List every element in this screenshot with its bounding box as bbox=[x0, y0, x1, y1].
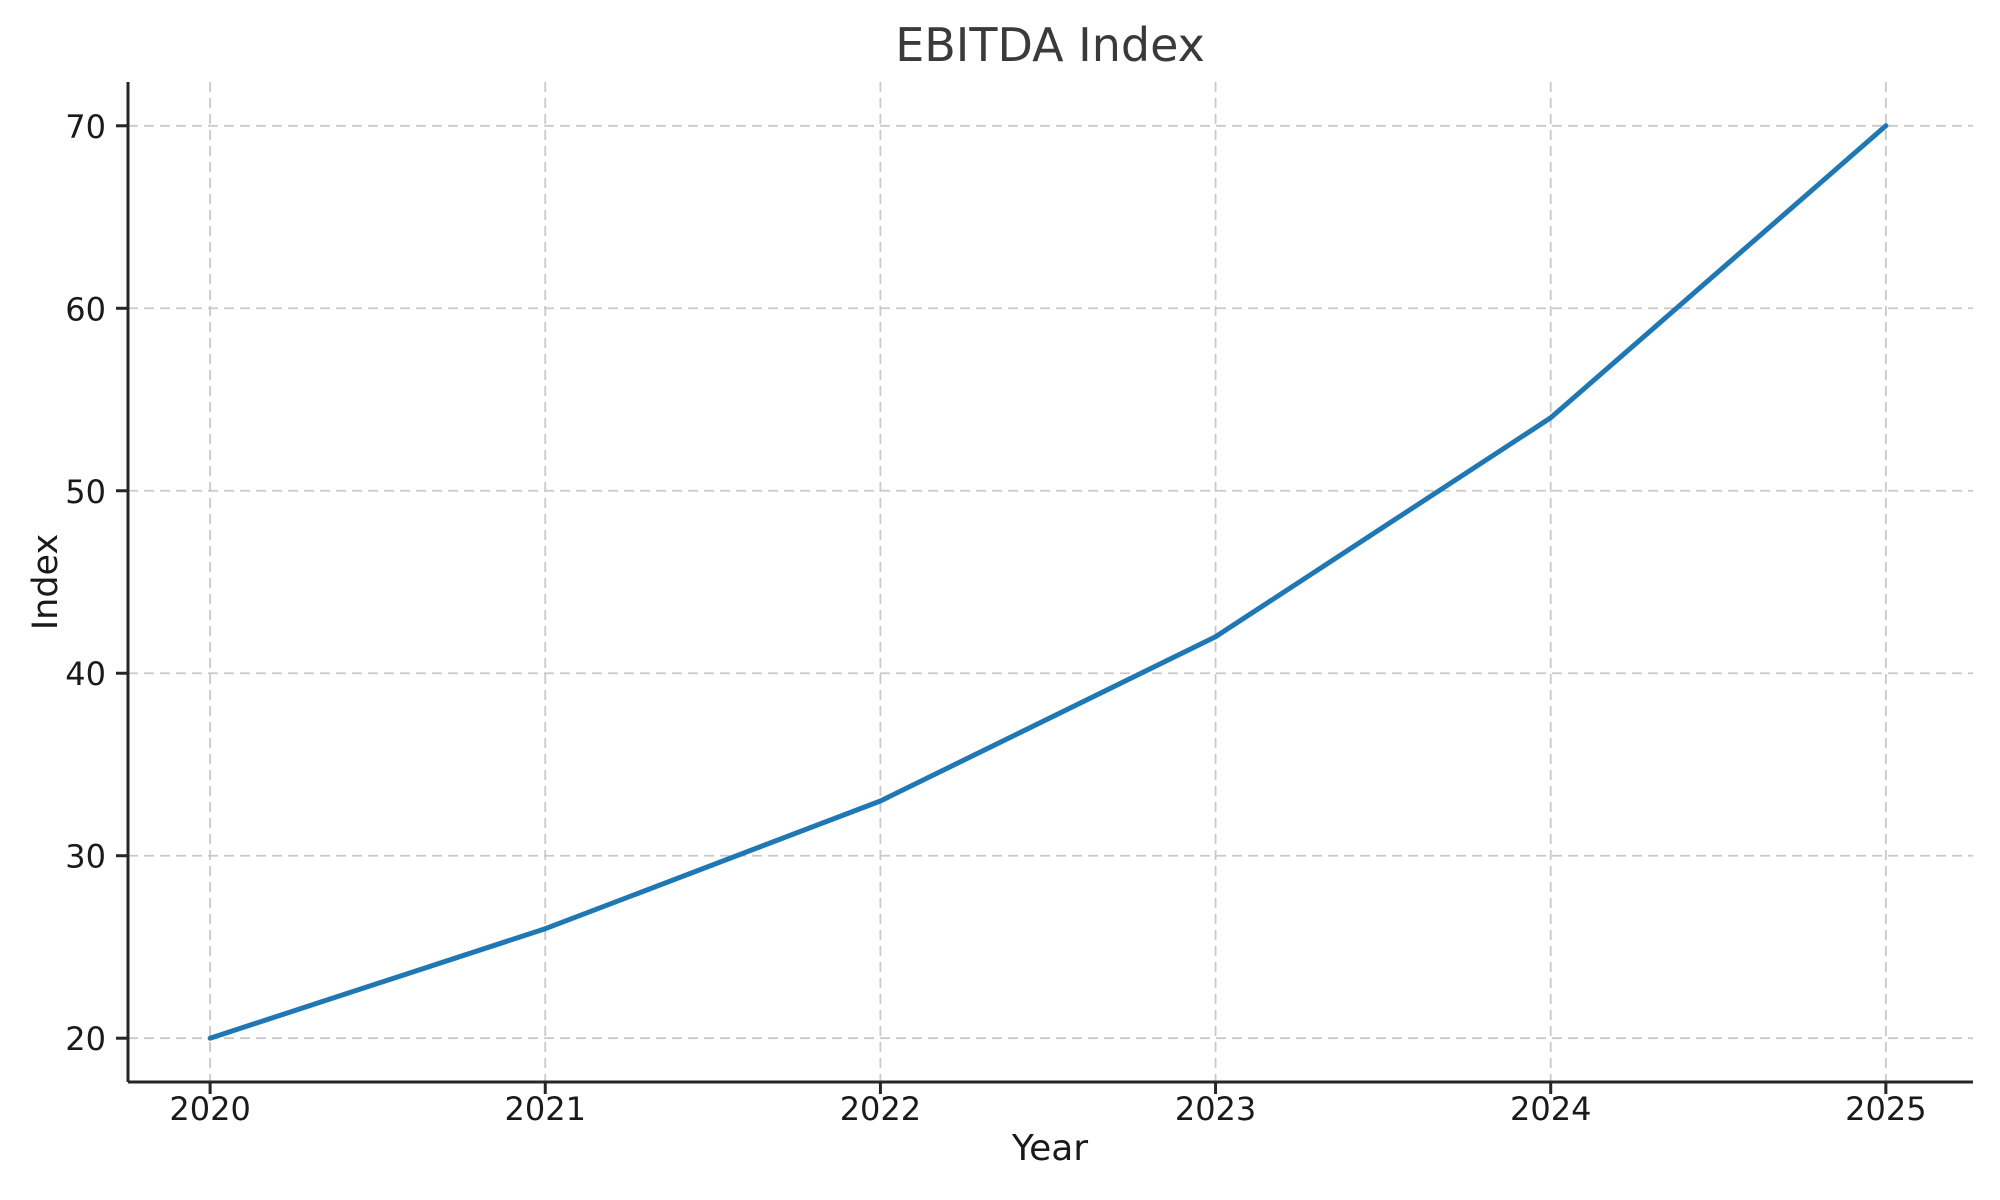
series-line-ebitda-index bbox=[207, 123, 1889, 1041]
y-tick-label: 50 bbox=[65, 473, 106, 511]
y-tick-label: 40 bbox=[65, 655, 106, 693]
x-tick-label: 2022 bbox=[840, 1090, 921, 1128]
x-axis-label: Year bbox=[1011, 1128, 1089, 1169]
x-tick-label: 2024 bbox=[1510, 1090, 1591, 1128]
x-tick-label: 2021 bbox=[505, 1090, 586, 1128]
y-tick-label: 70 bbox=[65, 108, 106, 146]
y-tick-label: 30 bbox=[65, 838, 106, 876]
y-tick-label: 60 bbox=[65, 290, 106, 328]
x-tick-label: 2020 bbox=[169, 1090, 250, 1128]
x-tick-label: 2023 bbox=[1175, 1090, 1256, 1128]
y-tick-label: 20 bbox=[65, 1020, 106, 1058]
chart-title: EBITDA Index bbox=[895, 18, 1205, 72]
x-tick-label: 2025 bbox=[1845, 1090, 1926, 1128]
